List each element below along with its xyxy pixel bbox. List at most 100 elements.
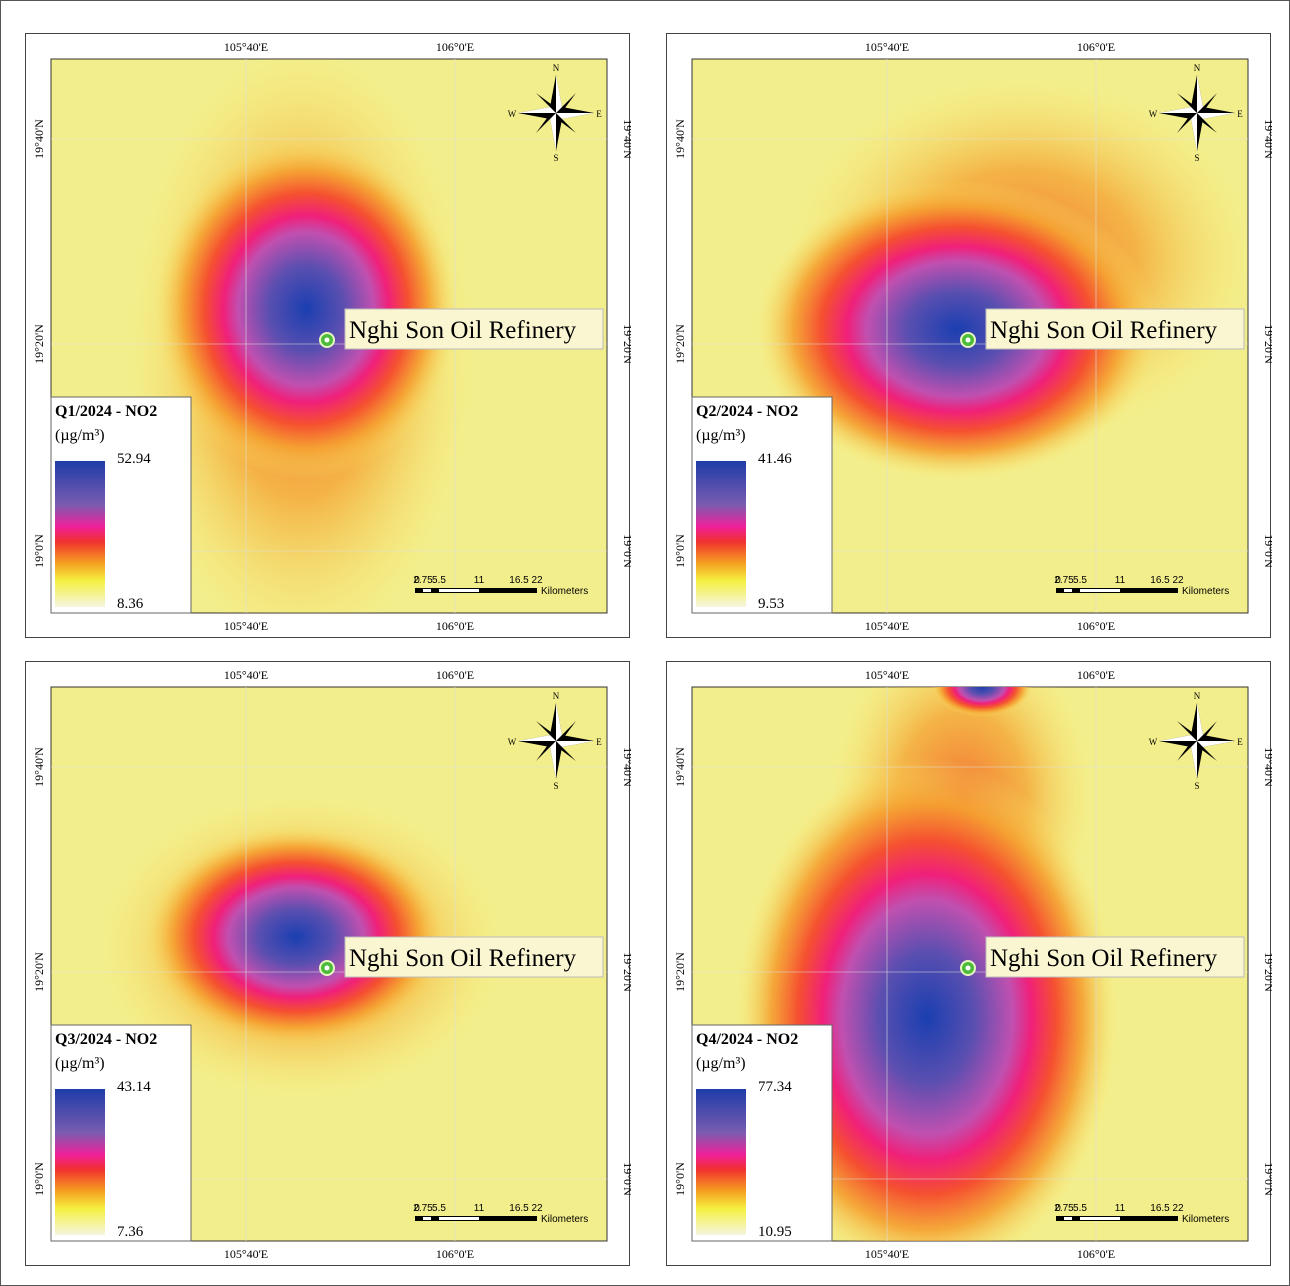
legend-ramp [696,1089,746,1235]
lon-label: 105°40'E [865,40,909,54]
lon-label: 105°40'E [224,619,268,633]
site-marker-center [965,337,971,343]
lon-label: 105°40'E [224,1247,268,1261]
lon-label: 105°40'E [865,619,909,633]
compass: N S E W [1149,691,1244,791]
lon-label: 106°0'E [1077,1247,1115,1261]
legend-max: 52.94 [117,451,151,467]
compass-star [1159,75,1235,151]
lat-label: 19°40'N [1262,119,1272,159]
scale-unit: Kilometers [541,1214,588,1225]
compass-letter: E [1237,737,1243,747]
scale-bar-segment [439,589,479,592]
legend-title: Q4/2024 - NO2 [696,1031,798,1048]
lon-label: 106°0'E [436,619,474,633]
legend-unit: (µg/m³) [696,427,746,444]
compass-letter: N [1194,63,1201,73]
lat-label: 19°40'N [1262,747,1272,787]
lat-label: 19°20'N [673,952,687,992]
lat-label: 19°40'N [621,747,631,787]
scale-tick-label: 16.5 [509,575,529,586]
scale-tick-label: 2.75 [413,575,433,586]
lat-label: 19°40'N [32,119,46,159]
no2-plume [156,139,456,479]
lat-label: 19°20'N [1262,324,1272,364]
scale-tick-label: 2.75 [413,1203,433,1214]
lon-label: 105°40'E [865,1247,909,1261]
legend-ramp [696,461,746,607]
scale-bar-segment [1080,1217,1120,1220]
scale-tick-label: 11 [1115,1203,1126,1214]
compass-star [536,93,576,133]
lat-label: 19°20'N [1262,952,1272,992]
compass-star [518,703,594,779]
heat [131,59,471,613]
lat-label: 19°20'N [621,952,631,992]
legend-title: Q1/2024 - NO2 [55,403,157,420]
scale-bar-segment [1064,1217,1072,1220]
lat-label: 19°0'N [1262,1162,1272,1196]
compass-letter: E [596,737,602,747]
map-panel: 105°40'E 105°40'E 106°0'E 106°0'E 19°40'N 19°… [666,661,1272,1266]
scale-tick-label: 2.75 [1054,575,1074,586]
legend-title: Q2/2024 - NO2 [696,403,798,420]
lon-label: 105°40'E [865,668,909,682]
lat-label: 19°40'N [621,119,631,159]
scale-tick-label: 11 [1115,575,1126,586]
compass-letter: W [1149,109,1158,119]
lat-label: 19°40'N [32,747,46,787]
compass-letter: E [596,109,602,119]
scale-tick-label: 2.75 [1054,1203,1074,1214]
legend-max: 43.14 [117,1079,151,1095]
legend-ramp [55,461,105,607]
scale-tick-label: 16.5 [1150,575,1170,586]
lat-label: 19°40'N [673,119,687,159]
scale-bar-segment [439,1217,479,1220]
lon-label: 106°0'E [436,668,474,682]
compass-letter: S [1194,153,1199,163]
scale-tick-label: 16.5 [509,1203,529,1214]
site-marker-center [965,965,971,971]
scale-tick-label: 0 [1055,575,1061,586]
map: 105°40'E 105°40'E 106°0'E 106°0'E 19°40'N 19°… [673,668,1272,1261]
compass-letter: N [553,691,560,701]
heat [757,79,1248,479]
site-label: Nghi Son Oil Refinery [349,945,577,972]
legend-title: Q3/2024 - NO2 [55,1031,157,1048]
lon-label: 105°40'E [224,668,268,682]
lat-label: 19°0'N [1262,534,1272,568]
compass-letter: W [508,109,517,119]
lon-label: 106°0'E [1077,668,1115,682]
map: 105°40'E 105°40'E 106°0'E 106°0'E 19°40'N 19°… [32,668,631,1261]
legend-max: 77.34 [758,1079,792,1095]
legend-min: 10.95 [758,1224,792,1240]
scale-tick-label: 22 [531,1203,543,1214]
site-label-box [985,308,1245,350]
map: 105°40'E 105°40'E 106°0'E 106°0'E 19°40'N 19°… [673,40,1272,633]
legend-unit: (µg/m³) [696,1055,746,1072]
legend-min: 9.53 [758,596,784,612]
scale-tick-label: 16.5 [1150,1203,1170,1214]
map-panel: 105°40'E 105°40'E 106°0'E 106°0'E 19°40'N 19°… [25,33,631,638]
lat-label: 19°0'N [32,534,46,568]
lon-label: 106°0'E [1077,619,1115,633]
legend-min: 7.36 [117,1224,144,1240]
scale-tick-label: 5.5 [1073,575,1087,586]
scale-unit: Kilometers [1182,1214,1229,1225]
lat-label: 19°20'N [32,952,46,992]
legend-max: 41.46 [758,451,792,467]
compass-letter: S [1194,781,1199,791]
compass: N S E W [508,691,603,791]
lat-label: 19°0'N [673,534,687,568]
compass-star [1177,93,1217,133]
no2-plume [146,827,446,1047]
scale-tick-label: 5.5 [432,575,446,586]
scale-unit: Kilometers [541,586,588,597]
lat-label: 19°20'N [621,324,631,364]
lat-label: 19°40'N [673,747,687,787]
lat-label: 19°0'N [621,534,631,568]
scale-tick-label: 22 [1172,1203,1184,1214]
compass: N S E W [1149,63,1244,163]
site-label-box [344,308,604,350]
site-label: Nghi Son Oil Refinery [990,317,1218,344]
